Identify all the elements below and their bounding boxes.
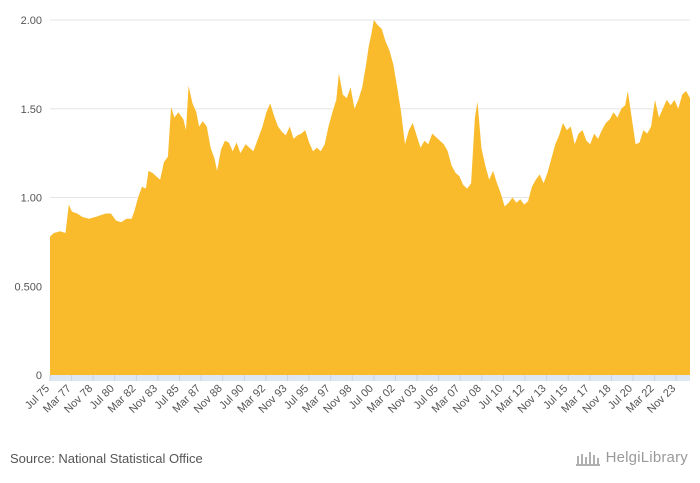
source-note: Source: National Statistical Office — [10, 451, 203, 466]
x-axis-band — [50, 375, 690, 381]
y-tick-label: 2.00 — [21, 15, 42, 27]
y-tick-label: 0 — [36, 370, 42, 382]
library-icon — [575, 451, 600, 466]
area-series — [50, 20, 690, 375]
series-area — [50, 20, 690, 375]
brand-logo: HelgiLibrary — [575, 449, 688, 466]
brand-name: HelgiLibrary — [605, 449, 688, 466]
y-axis: 0 0.500 1.00 1.50 2.00 — [14, 15, 42, 382]
y-tick-label: 0.500 — [14, 281, 42, 293]
y-tick-label: 1.00 — [21, 193, 42, 205]
y-tick-label: 1.50 — [21, 104, 42, 116]
